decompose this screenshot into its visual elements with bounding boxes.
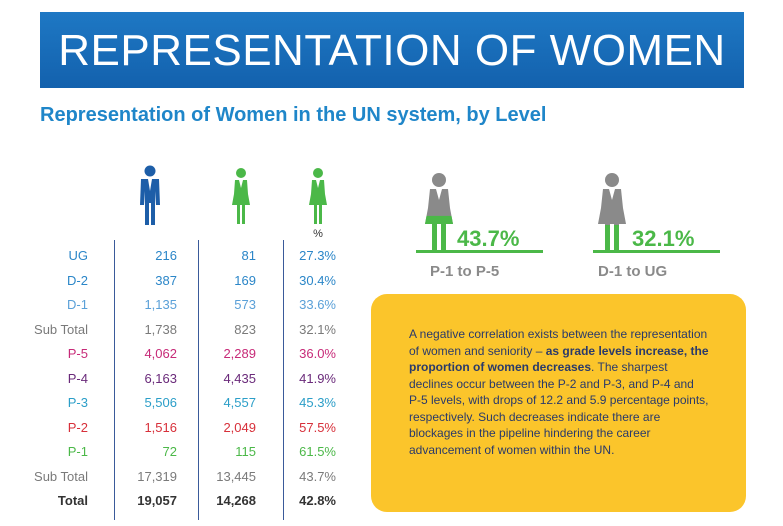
men-cell: 216: [155, 248, 177, 263]
highlight-value-professional: 43.7%: [457, 226, 520, 251]
level-cell: Sub Total: [34, 321, 88, 337]
table-row: P-4 6,163 4,435 41.9%: [0, 367, 350, 391]
level-cell: P-5: [67, 346, 88, 361]
level-cell: P-4: [67, 370, 88, 386]
summary-text: A negative correlation exists between th…: [409, 326, 709, 458]
table-row: P-5 4,062 2,289 36.0%: [0, 342, 350, 366]
level-cell: D-1: [67, 297, 88, 312]
table-row: Total 19,057 14,268 42.8%: [0, 489, 350, 513]
highlight-label-director: D-1 to UG: [598, 263, 668, 280]
men-cell: 387: [155, 272, 177, 288]
percent-cell: 27.3%: [299, 248, 336, 263]
men-cell: 17,319: [137, 468, 177, 484]
table-row: D-2 387 169 30.4%: [0, 269, 350, 293]
men-cell: 6,163: [144, 370, 177, 386]
table-row: Sub Total 1,738 823 32.1%: [0, 318, 350, 342]
man-icon: [140, 165, 160, 225]
level-cell: Total: [57, 493, 88, 508]
women-cell: 13,445: [216, 468, 256, 484]
summary-part2: . The sharpest declines occur between th…: [409, 360, 709, 457]
men-cell: 1,135: [144, 297, 177, 312]
column-divider: [283, 240, 284, 520]
percent-cell: 36.0%: [299, 346, 336, 361]
women-cell: 4,435: [223, 370, 256, 386]
table-row: UG 216 81 27.3%: [0, 244, 350, 268]
summary-note: A negative correlation exists between th…: [371, 294, 746, 512]
woman-gray-green-icon: [425, 173, 453, 250]
percent-cell: 33.6%: [299, 297, 336, 312]
men-cell: 4,062: [144, 346, 177, 361]
men-cell: 19,057: [137, 493, 177, 508]
men-cell: 5,506: [144, 395, 177, 410]
level-cell: P-1: [67, 444, 88, 459]
highlight-label-professional: P-1 to P-5: [430, 263, 500, 280]
table-row: P-2 1,516 2,049 57.5%: [0, 416, 350, 440]
highlight-underline: [416, 250, 543, 253]
woman-percent-icon: [309, 168, 327, 224]
women-cell: 823: [234, 321, 256, 337]
table-row: P-1 72 115 61.5%: [0, 440, 350, 464]
banner-title: REPRESENTATION OF WOMEN: [58, 26, 726, 75]
percent-cell: 45.3%: [299, 395, 336, 410]
level-cell: P-2: [67, 419, 88, 435]
men-cell: 1,516: [144, 419, 177, 435]
percent-cell: 32.1%: [299, 321, 336, 337]
woman-icon: [232, 168, 250, 224]
woman-gray-green-icon: [598, 173, 626, 250]
men-cell: 1,738: [144, 321, 177, 337]
women-cell: 169: [234, 272, 256, 288]
women-cell: 2,289: [223, 346, 256, 361]
level-cell: UG: [68, 248, 89, 263]
women-cell: 573: [234, 297, 256, 312]
women-cell: 14,268: [216, 493, 256, 508]
table-row: D-1 1,135 573 33.6%: [0, 293, 350, 317]
highlight-value-director: 32.1%: [632, 226, 695, 251]
women-cell: 115: [235, 444, 256, 459]
percent-cell: 57.5%: [299, 419, 336, 435]
women-cell: 2,049: [223, 419, 256, 435]
level-cell: D-2: [67, 272, 88, 288]
column-divider: [198, 240, 199, 520]
summary-part1: A negative correlation exists between th…: [409, 327, 708, 358]
men-cell: 72: [162, 444, 177, 459]
percent-header: %: [313, 228, 323, 240]
title-banner: REPRESENTATION OF WOMEN: [40, 12, 744, 88]
percent-cell: 61.5%: [299, 444, 336, 459]
percent-cell: 42.8%: [299, 493, 336, 508]
highlight-underline: [593, 250, 720, 253]
percent-cell: 41.9%: [299, 370, 336, 386]
summary-emphasis: as grade levels increase, the proportion…: [409, 343, 709, 375]
table-row: P-3 5,506 4,557 45.3%: [0, 391, 350, 415]
table-row: Sub Total 17,319 13,445 43.7%: [0, 465, 350, 489]
percent-cell: 43.7%: [299, 468, 336, 484]
women-cell: 81: [241, 248, 256, 263]
women-cell: 4,557: [223, 395, 256, 410]
level-cell: Sub Total: [34, 468, 88, 484]
column-divider: [114, 240, 115, 520]
percent-cell: 30.4%: [299, 272, 336, 288]
level-cell: P-3: [67, 395, 88, 410]
chart-subtitle: Representation of Women in the UN system…: [40, 104, 547, 126]
